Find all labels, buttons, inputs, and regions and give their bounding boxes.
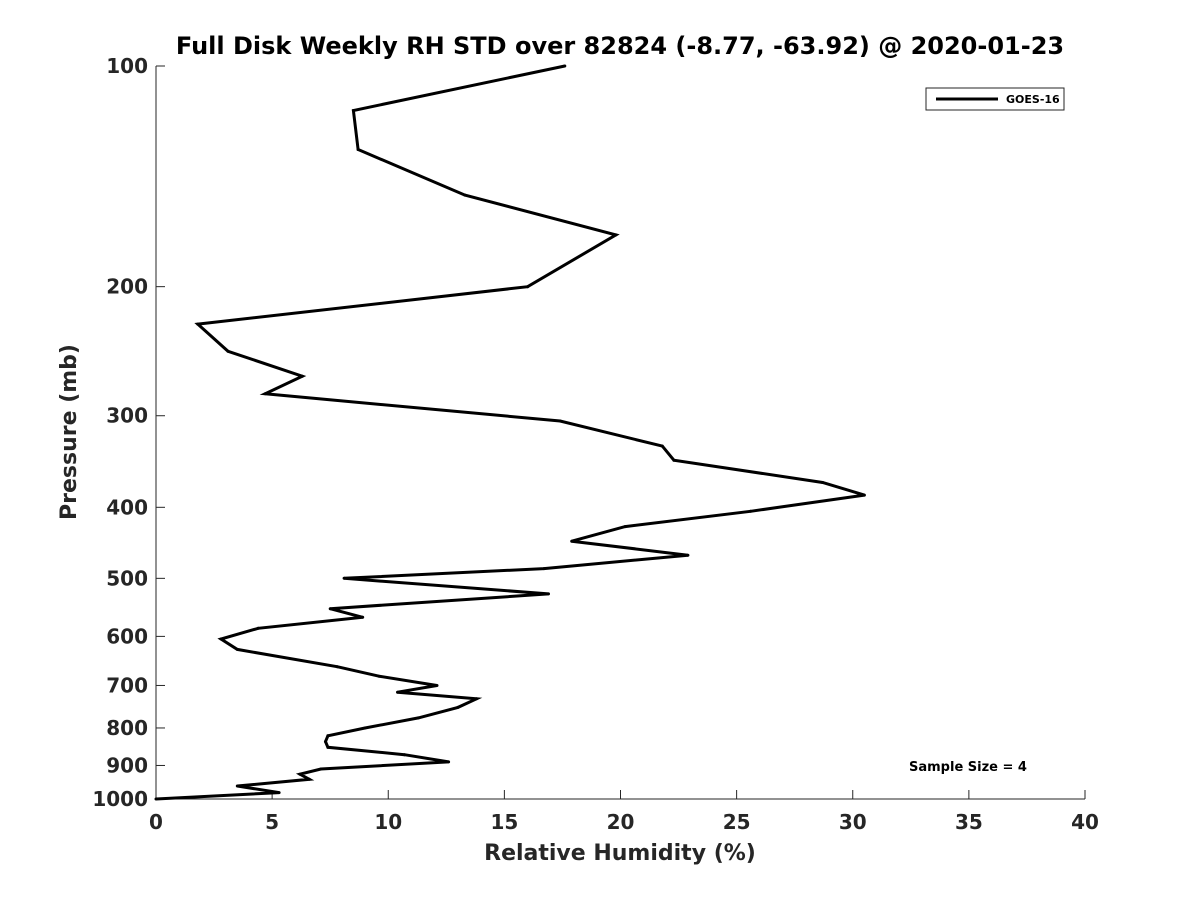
y-tick-label: 700 — [106, 673, 148, 697]
data-point — [298, 772, 302, 776]
data-point — [660, 444, 664, 448]
data-point — [542, 567, 546, 571]
data-point — [226, 349, 230, 353]
data-point — [526, 285, 530, 289]
data-point — [235, 647, 239, 651]
y-tick-label: 800 — [106, 716, 148, 740]
data-point — [403, 753, 406, 757]
data-point — [307, 777, 311, 781]
data-point — [475, 697, 478, 701]
x-tick-label: 20 — [607, 810, 635, 834]
data-point — [821, 481, 825, 484]
data-point — [300, 374, 304, 378]
x-axis-label: Relative Humidity (%) — [484, 841, 756, 866]
data-point — [749, 509, 753, 513]
data-point — [396, 690, 399, 694]
data-point — [672, 458, 676, 462]
data-point — [196, 322, 200, 326]
data-point — [326, 734, 330, 738]
data-point — [563, 64, 567, 68]
y-tick-label: 300 — [106, 404, 148, 428]
plot-axes — [155, 66, 1085, 800]
y-tick-label: 400 — [106, 495, 148, 519]
y-axis-label: Pressure (mb) — [57, 344, 82, 520]
x-axis-ticks: 0 5 10 15 20 25 30 35 40 — [149, 790, 1099, 834]
data-point — [154, 797, 158, 801]
sample-size-annotation: Sample Size = 4 — [909, 760, 1027, 775]
data-point — [319, 767, 323, 771]
series-line-goes-16 — [155, 64, 865, 801]
data-point — [416, 716, 420, 720]
chart-title: Full Disk Weekly RH STD over 82824 (-8.7… — [176, 32, 1064, 60]
data-point — [342, 576, 346, 580]
x-tick-label: 40 — [1071, 810, 1099, 834]
x-tick-label: 25 — [723, 810, 751, 834]
legend-label-goes-16: GOES-16 — [1006, 93, 1060, 106]
data-point — [570, 539, 574, 543]
data-point — [335, 665, 339, 669]
y-tick-label: 100 — [106, 54, 148, 78]
x-tick-label: 5 — [265, 810, 279, 834]
x-tick-label: 30 — [839, 810, 867, 834]
data-point — [686, 553, 690, 557]
data-point — [862, 493, 866, 497]
series-layer — [154, 64, 866, 801]
y-tick-label: 500 — [106, 566, 148, 590]
data-point — [328, 607, 332, 611]
data-point — [363, 726, 367, 730]
x-tick-label: 0 — [149, 810, 163, 834]
data-point — [361, 615, 365, 619]
data-point — [324, 740, 327, 744]
x-tick-label: 10 — [374, 810, 402, 834]
data-point — [263, 392, 267, 396]
x-tick-label: 35 — [955, 810, 983, 834]
data-point — [463, 193, 467, 197]
data-point — [219, 637, 223, 641]
x-tick-label: 15 — [490, 810, 518, 834]
data-point — [356, 148, 360, 151]
data-point — [623, 525, 627, 529]
data-point — [614, 233, 618, 237]
data-point — [256, 626, 260, 630]
data-point — [377, 674, 381, 678]
data-point — [235, 784, 239, 788]
data-point — [435, 684, 439, 687]
data-point — [456, 705, 460, 709]
y-tick-label: 1000 — [92, 787, 148, 811]
data-point — [277, 791, 281, 795]
data-point — [547, 592, 550, 596]
data-point — [326, 745, 330, 749]
data-point — [558, 419, 562, 423]
legend: GOES-16 — [925, 87, 1065, 111]
y-tick-label: 600 — [106, 624, 148, 648]
y-tick-label: 900 — [106, 753, 148, 777]
y-axis-ticks: 100 200 300 400 500 600 700 800 900 1000 — [92, 54, 165, 811]
data-point — [447, 760, 451, 764]
data-point — [351, 109, 355, 112]
y-tick-label: 200 — [106, 275, 148, 299]
